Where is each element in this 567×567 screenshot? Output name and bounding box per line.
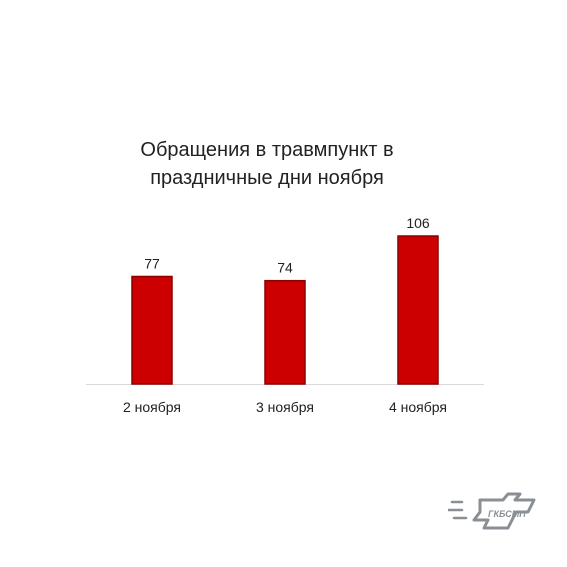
data-label-2: 74 bbox=[277, 260, 293, 276]
category-label-3: 4 ноября bbox=[389, 399, 447, 415]
chart-title: Обращения в травмпункт в праздничные дни… bbox=[0, 136, 534, 192]
bar-1 bbox=[131, 275, 173, 385]
bar-3 bbox=[397, 235, 439, 385]
chart-title-line-2: праздничные дни ноября bbox=[150, 167, 384, 189]
category-label-2: 3 ноября bbox=[256, 399, 314, 415]
chart-title-line-1: Обращения в травмпункт в bbox=[140, 139, 394, 161]
hospital-logo: ГКБСМП bbox=[448, 492, 536, 530]
data-label-1: 77 bbox=[144, 255, 160, 271]
logo-speed-lines-icon bbox=[448, 500, 468, 520]
bar-2 bbox=[264, 279, 306, 385]
logo-text: ГКБСМП bbox=[488, 509, 526, 519]
category-label-1: 2 ноября bbox=[123, 399, 181, 415]
data-label-3: 106 bbox=[406, 215, 430, 231]
logo-cross-icon bbox=[472, 492, 536, 530]
